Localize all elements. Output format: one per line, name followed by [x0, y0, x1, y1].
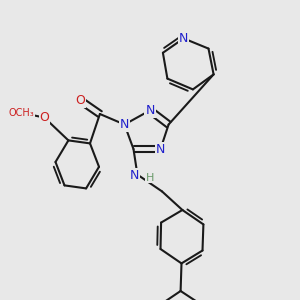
Text: OCH₃: OCH₃ — [9, 108, 34, 118]
Text: H: H — [146, 172, 154, 183]
Text: N: N — [179, 32, 188, 45]
Text: N: N — [130, 169, 139, 182]
Text: O: O — [76, 94, 85, 107]
Text: O: O — [40, 111, 49, 124]
Text: N: N — [120, 118, 129, 131]
Text: N: N — [156, 142, 165, 156]
Text: N: N — [145, 104, 155, 117]
